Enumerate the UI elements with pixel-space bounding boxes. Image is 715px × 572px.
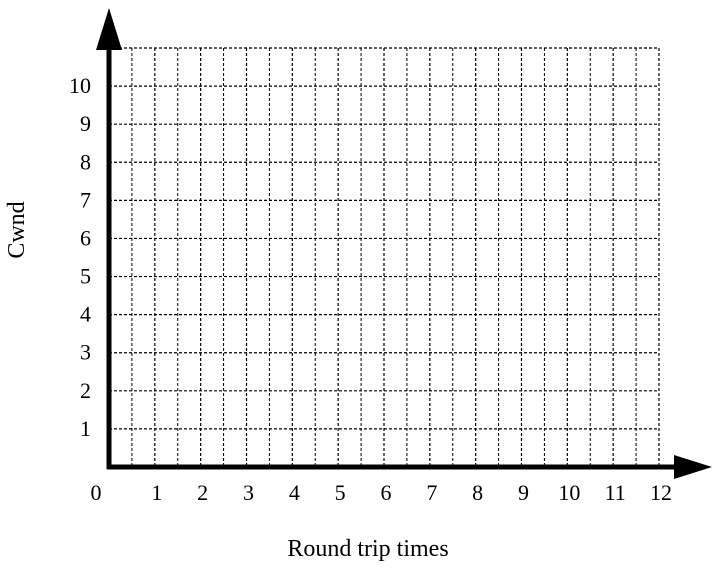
axes: [96, 8, 712, 479]
y-axis-label: Cwnd: [4, 201, 30, 258]
x-tick-label: 4: [289, 480, 300, 505]
y-tick-label: 3: [80, 340, 91, 365]
y-tick-labels: 1 2 3 4 5 6 7 8 9 10: [69, 73, 91, 441]
x-axis-arrowhead: [674, 455, 712, 479]
x-tick-label: 3: [243, 480, 254, 505]
y-tick-label: 7: [80, 187, 91, 212]
y-tick-label: 1: [80, 416, 91, 441]
y-tick-label: 4: [80, 302, 91, 327]
x-tick-label: 11: [605, 480, 626, 505]
grid: [109, 47, 660, 467]
x-tick-label: 0: [91, 480, 102, 505]
x-tick-label: 9: [518, 480, 529, 505]
y-axis-arrowhead: [96, 8, 122, 50]
x-tick-label: 2: [197, 480, 208, 505]
x-tick-label: 10: [558, 480, 580, 505]
x-tick-label: 6: [381, 480, 392, 505]
y-tick-label: 6: [80, 225, 91, 250]
y-tick-label: 5: [80, 264, 91, 289]
y-tick-label: 9: [80, 111, 91, 136]
x-tick-label: 8: [472, 480, 483, 505]
x-tick-labels: 0 1 2 3 4 5 6 7 8 9 10 11 12: [91, 480, 673, 505]
y-tick-label: 10: [69, 73, 91, 98]
y-tick-label: 8: [80, 149, 91, 174]
y-tick-label: 2: [80, 378, 91, 403]
x-axis-label: Round trip times: [287, 536, 448, 562]
x-tick-label: 7: [426, 480, 437, 505]
x-tick-label: 5: [335, 480, 346, 505]
x-tick-label: 1: [151, 480, 162, 505]
x-tick-label: 12: [650, 480, 672, 505]
